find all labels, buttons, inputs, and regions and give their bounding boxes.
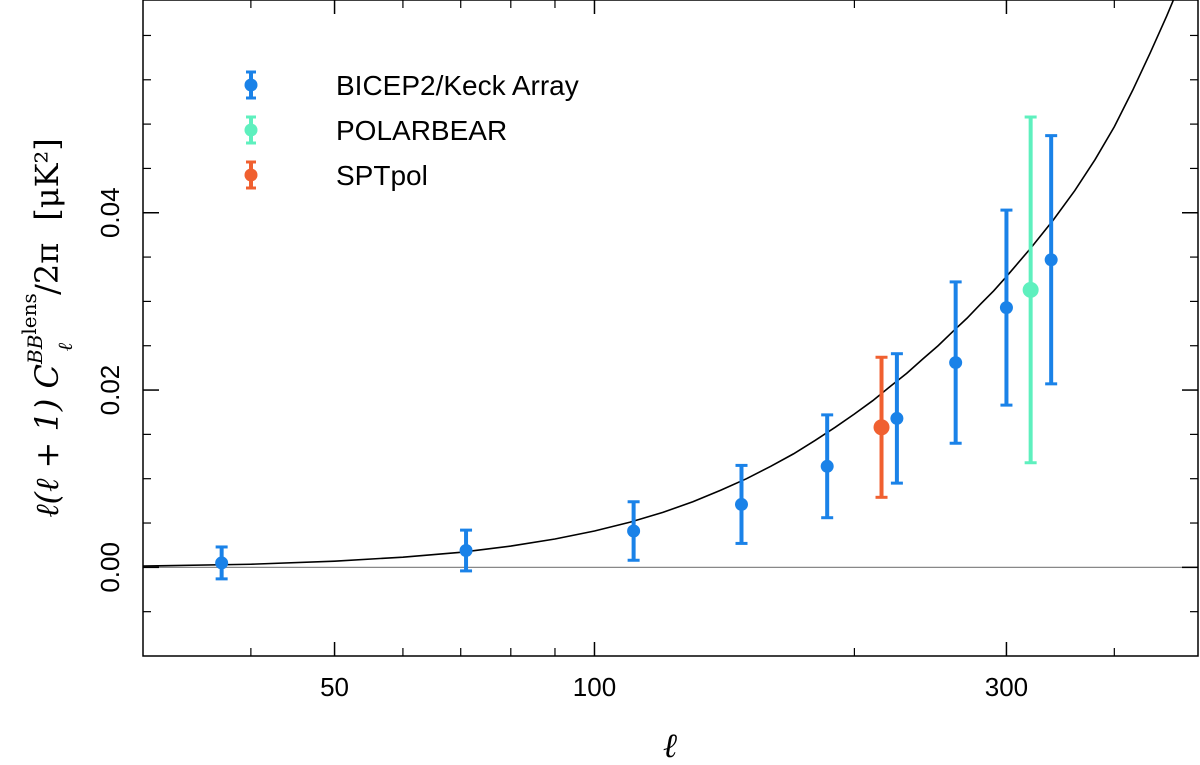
data-point (627, 524, 641, 538)
y-axis-title-subscript: ℓ (53, 342, 77, 351)
data-point (949, 356, 963, 370)
data-point (1044, 253, 1058, 267)
legend-label: SPTpol (336, 160, 428, 191)
y-axis-title-superscript: BB (23, 335, 47, 365)
data-point (734, 497, 748, 511)
data-points-group (215, 115, 1058, 581)
axis-ticks-group: 50 100 300 0.00 0.02 0.04 (95, 0, 1198, 702)
y-tick-label: 0.02 (95, 365, 125, 416)
svg-text:ℓ(ℓ + 1) CBBlensℓ/2π[μK²]: ℓ(ℓ + 1) CBBlens ℓ/2π [μK²] (17, 138, 77, 518)
data-point (215, 556, 229, 570)
y-tick-label: 0.04 (95, 187, 125, 238)
y-axis-title-main: ℓ(ℓ + 1) C (28, 364, 66, 518)
x-tick-label: 100 (573, 672, 616, 702)
legend-marker (244, 123, 258, 137)
data-point (1022, 281, 1039, 298)
y-axis-title-tail: /2π (28, 243, 66, 295)
legend-label: BICEP2/Keck Array (336, 70, 579, 101)
data-point (459, 544, 473, 558)
plot-frame (142, 0, 1199, 657)
data-point (999, 301, 1013, 315)
y-axis-title: ℓ(ℓ + 1) CBBlens ℓ/2π [μK²] (17, 138, 77, 518)
legend: BICEP2/Keck Array POLARBEAR SPTpol (244, 70, 579, 191)
x-tick-label: 50 (320, 672, 349, 702)
data-point (873, 419, 890, 436)
y-tick-label: 0.00 (95, 542, 125, 593)
data-point (890, 411, 904, 425)
y-axis-title-units: [μK²] (28, 138, 66, 221)
legend-label: POLARBEAR (336, 115, 507, 146)
legend-marker (244, 168, 258, 182)
data-point (820, 459, 834, 473)
legend-marker (244, 78, 258, 92)
y-axis-title-super-super: lens (17, 293, 41, 334)
x-axis-title: ℓ (663, 726, 677, 765)
x-tick-label: 300 (985, 672, 1028, 702)
